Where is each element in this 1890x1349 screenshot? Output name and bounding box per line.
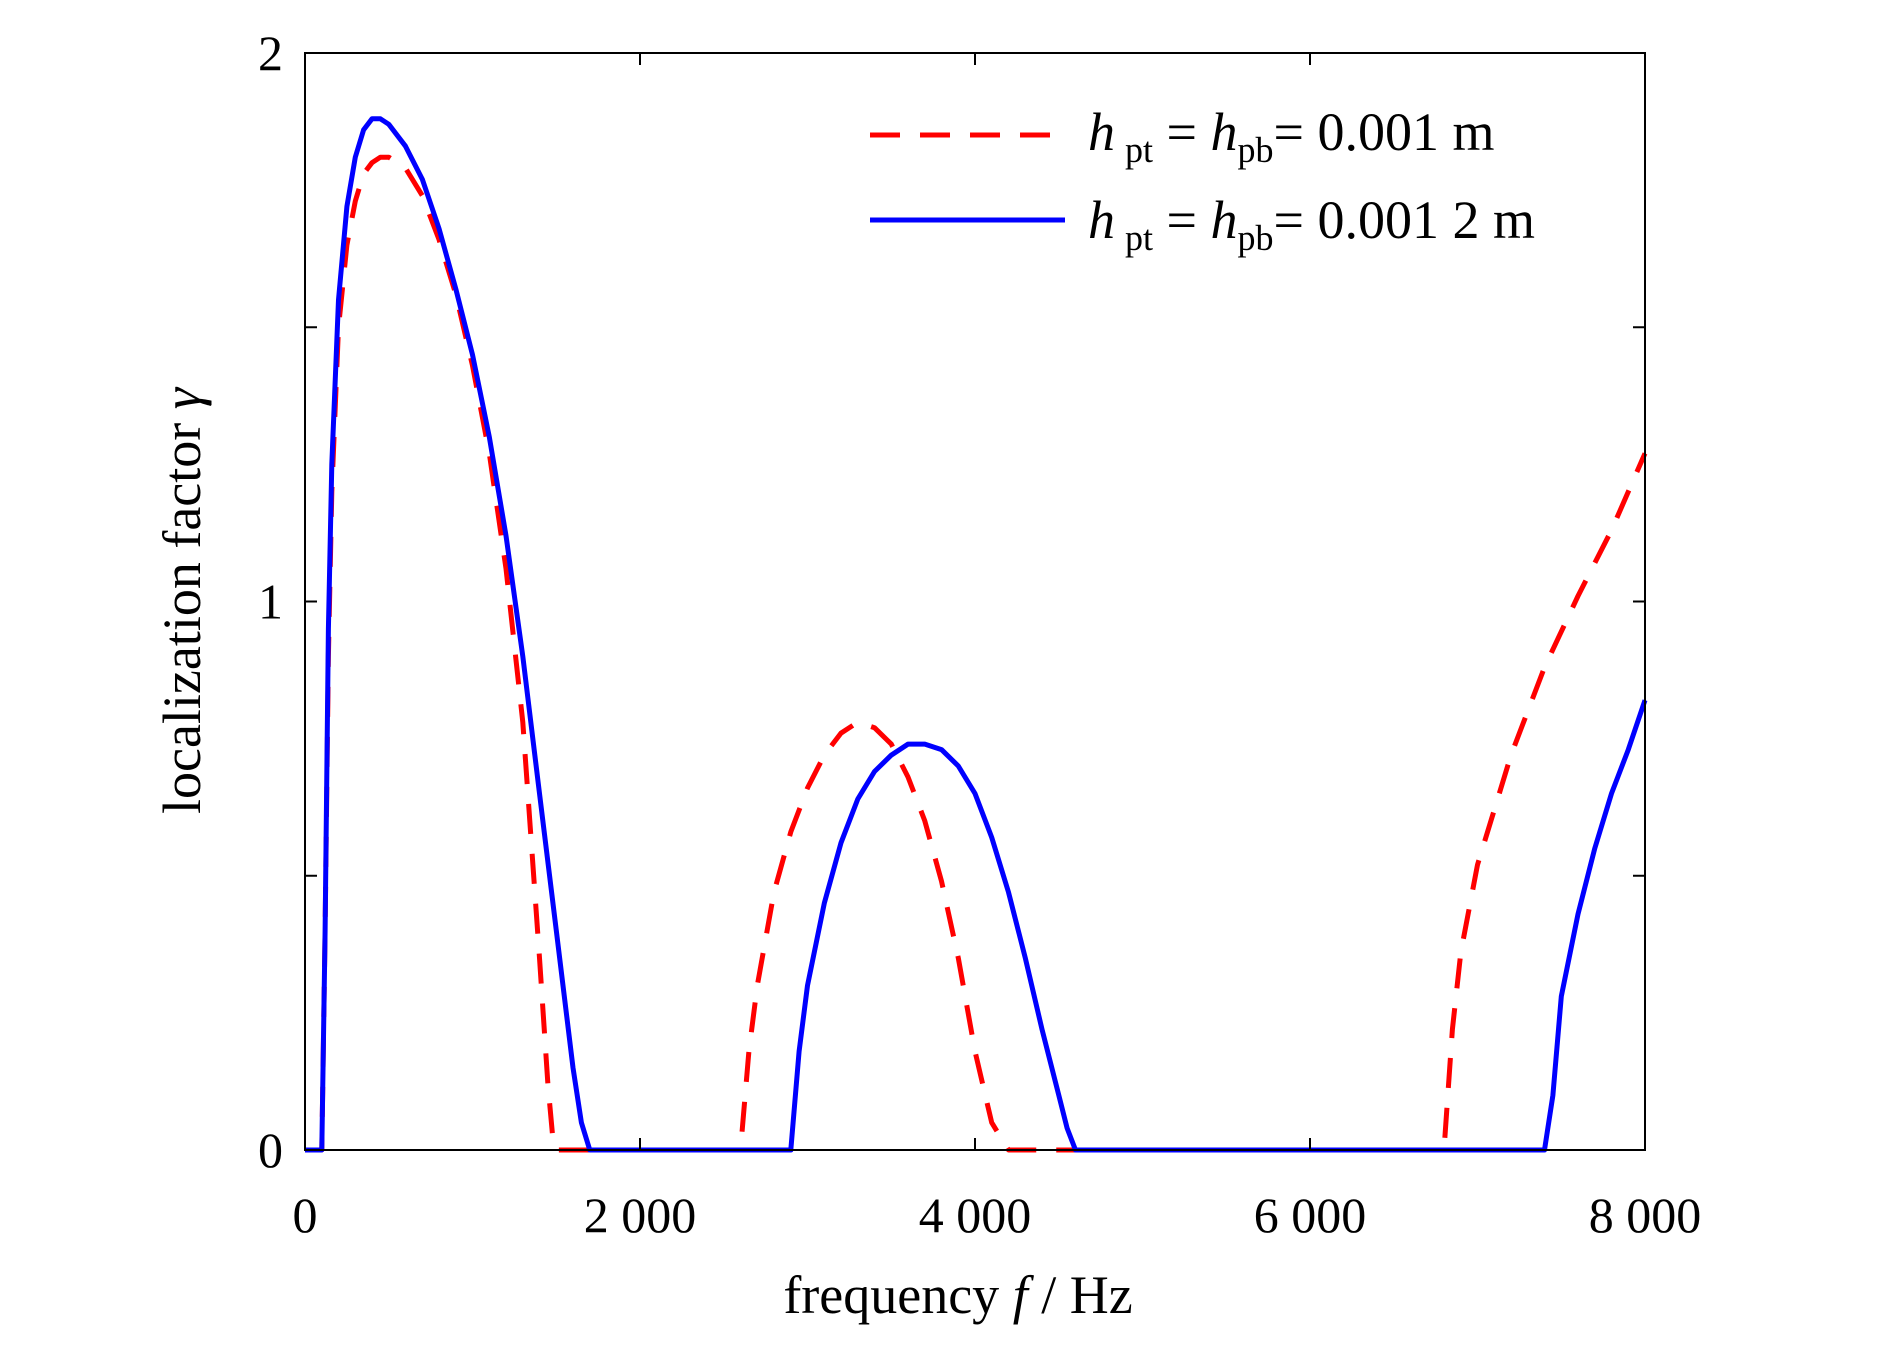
y-axis-label: localization factor γ (152, 386, 212, 814)
y-tick-label: 2 (258, 25, 283, 81)
x-tick-label: 0 (293, 1187, 318, 1243)
plot-background (305, 53, 1645, 1150)
y-axis-label-var: γ (152, 386, 212, 409)
x-axis-label-text: frequency (783, 1265, 1012, 1325)
x-tick-label: 8 000 (1589, 1187, 1702, 1243)
legend-entry-series-1: h pt = hpb= 0.001 m (1088, 102, 1494, 170)
legend-entry-series-2: h pt = hpb= 0.001 2 m (1088, 190, 1535, 258)
ticks-layer: 0 2 000 4 000 6 000 8 000 0 1 2 (258, 25, 1701, 1243)
legend: h pt = hpb= 0.001 m h pt = hpb= 0.001 2 m (870, 102, 1535, 258)
x-axis-label: frequency f / Hz (783, 1265, 1132, 1325)
x-tick-label: 6 000 (1254, 1187, 1367, 1243)
y-tick-label: 0 (258, 1122, 283, 1178)
x-tick-label: 4 000 (919, 1187, 1032, 1243)
y-axis-label-text: localization factor (152, 409, 212, 814)
x-tick-label: 2 000 (584, 1187, 697, 1243)
x-axis-label-unit: / Hz (1028, 1265, 1133, 1325)
y-tick-label: 1 (258, 574, 283, 630)
